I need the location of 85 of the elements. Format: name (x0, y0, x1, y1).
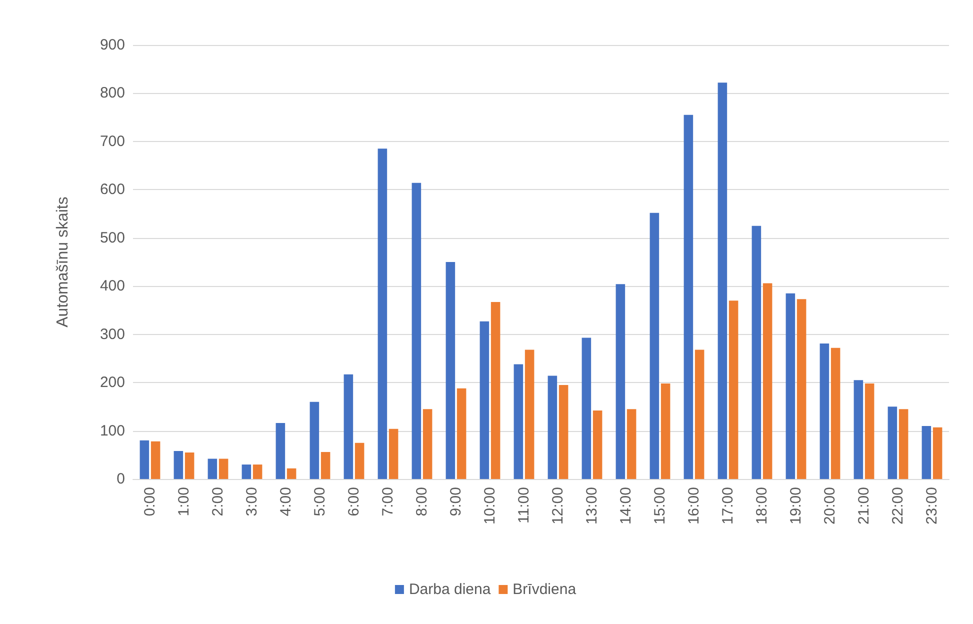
bar (898, 409, 908, 479)
y-tick-label: 100 (100, 422, 125, 440)
x-tick-label: 10:00 (482, 487, 498, 525)
bar (592, 410, 602, 479)
x-tick-label: 14:00 (618, 487, 634, 525)
bar (514, 364, 524, 479)
bar (888, 406, 898, 479)
bar (796, 299, 806, 479)
bar (684, 114, 694, 479)
bar (286, 468, 296, 479)
bar (184, 452, 194, 479)
bar (718, 82, 728, 479)
x-tick-label: 16:00 (686, 487, 702, 525)
bar (830, 348, 840, 479)
bar (242, 464, 252, 479)
bar (412, 182, 422, 479)
x-tick-label: 11:00 (516, 487, 532, 524)
bar (786, 293, 796, 479)
bar (864, 384, 874, 479)
y-tick-label: 400 (100, 278, 125, 295)
x-tick-label: 17:00 (720, 487, 736, 525)
bar (524, 350, 534, 479)
bar (558, 384, 568, 479)
x-tick-label: 5:00 (312, 487, 328, 516)
x-tick-label: 22:00 (890, 487, 906, 525)
x-tick-label: 3:00 (244, 487, 260, 516)
y-tick-label: 900 (100, 36, 125, 54)
bar (174, 451, 184, 479)
bar (208, 458, 218, 479)
x-tick-label: 13:00 (584, 487, 600, 525)
bar (762, 283, 772, 479)
x-tick-label: 8:00 (414, 487, 430, 516)
bar (626, 409, 636, 479)
x-tick-label: 23:00 (924, 487, 940, 525)
y-tick-label: 600 (100, 181, 125, 198)
bar (252, 464, 262, 479)
bar (320, 452, 330, 479)
bar (378, 148, 388, 479)
bar (548, 376, 558, 479)
bar (388, 428, 398, 479)
bar (728, 300, 738, 479)
bar (446, 262, 456, 479)
x-tick-label: 19:00 (788, 487, 804, 525)
y-tick-label: 200 (100, 374, 125, 392)
bar (490, 302, 500, 479)
y-axis-title: Automašīnu skaits (54, 196, 72, 328)
y-tick-label: 500 (100, 229, 125, 246)
bar (694, 350, 704, 479)
bar (932, 427, 942, 479)
bar (310, 402, 320, 479)
bar (820, 343, 830, 479)
x-tick-label: 18:00 (754, 487, 770, 525)
y-tick-label: 800 (100, 84, 125, 102)
x-tick-label: 6:00 (346, 487, 362, 516)
bar (218, 458, 228, 479)
x-tick-label: 21:00 (856, 487, 872, 525)
y-tick-label: 0 (116, 470, 125, 488)
bar (344, 374, 354, 479)
bar (456, 388, 466, 479)
x-tick-label: 15:00 (652, 487, 668, 525)
y-tick-label: 300 (100, 326, 125, 343)
x-tick-label: 1:00 (176, 487, 192, 516)
x-tick-label: 0:00 (142, 487, 158, 516)
legend-label: Brīvdiena (512, 581, 577, 598)
x-tick-label: 20:00 (822, 487, 838, 525)
bar (422, 409, 432, 479)
bar (150, 441, 160, 479)
x-tick-label: 12:00 (550, 487, 566, 525)
bar (854, 380, 864, 479)
bar (140, 440, 150, 479)
bar (354, 442, 364, 479)
x-tick-label: 4:00 (278, 487, 294, 516)
y-tick-label: 700 (100, 132, 125, 150)
bar (276, 423, 286, 479)
bar (616, 284, 626, 479)
x-tick-label: 9:00 (448, 487, 464, 516)
bar (480, 321, 490, 479)
bar (660, 384, 670, 479)
bar (752, 226, 762, 479)
bar (650, 212, 660, 479)
x-tick-label: 7:00 (380, 487, 396, 516)
bar (922, 426, 932, 479)
legend-label: Darba diena (408, 581, 492, 598)
bar (582, 338, 592, 479)
x-tick-label: 2:00 (210, 487, 226, 516)
